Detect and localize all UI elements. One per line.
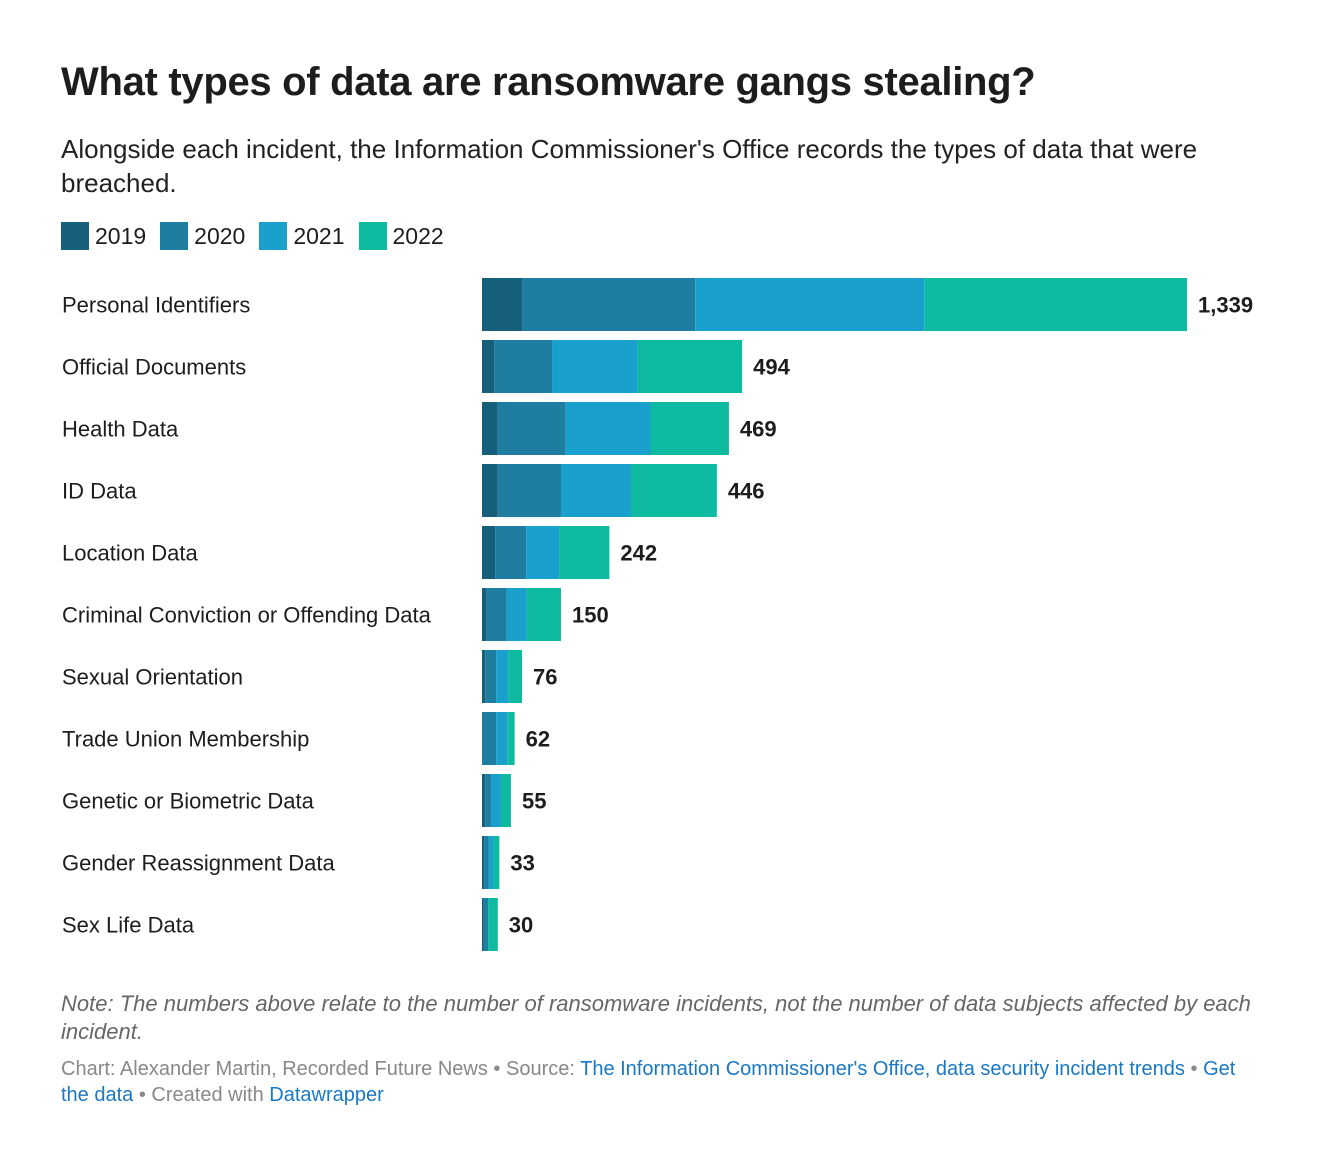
bar-segment-2020	[497, 464, 561, 517]
total-label: 242	[620, 541, 657, 566]
bar-segment-2021	[490, 774, 501, 827]
bar-segment-2022	[508, 650, 523, 703]
legend-swatch	[160, 222, 189, 250]
bar-segment-2019	[482, 464, 498, 517]
total-label: 494	[753, 355, 790, 380]
bar-segment-2022	[924, 278, 1187, 331]
bar-segment-2020	[485, 774, 491, 827]
total-label: 30	[509, 913, 533, 938]
bar-segment-2021	[560, 464, 632, 517]
chart-subtitle: Alongside each incident, the Information…	[61, 134, 1198, 198]
separator: •	[1184, 1058, 1204, 1080]
datawrapper-link[interactable]: Datawrapper	[269, 1084, 384, 1106]
legend-item-2019: 2019	[61, 222, 146, 250]
category-label: Sexual Orientation	[62, 665, 243, 690]
chart-note: Note: The numbers above relate to the nu…	[61, 991, 1251, 1044]
created-with-label: Created with	[151, 1084, 270, 1106]
bar-segment-2019	[482, 650, 486, 703]
legend-item-2021: 2021	[259, 222, 345, 250]
category-label: Sex Life Data	[62, 913, 195, 938]
bar-segment-2019	[482, 898, 484, 951]
bar-segment-2020	[484, 836, 489, 889]
total-label: 76	[533, 665, 557, 690]
legend-label: 2021	[293, 222, 345, 249]
total-label: 33	[510, 851, 534, 876]
bar-segment-2021	[526, 526, 560, 579]
legend-swatch	[358, 222, 387, 250]
legend-item-2022: 2022	[358, 222, 444, 250]
get-data-link[interactable]: Get the data	[61, 1058, 1236, 1106]
bar-segment-2019	[482, 588, 487, 641]
bar-segment-2021	[565, 402, 651, 455]
bar-segment-2022	[559, 526, 610, 579]
bar-segment-2021	[496, 712, 508, 765]
legend-label: 2019	[95, 222, 147, 249]
legend-item-2020: 2020	[160, 222, 245, 250]
bar-segment-2021	[496, 650, 509, 703]
legend-label: 2020	[194, 222, 246, 249]
bar-segment-2019	[482, 836, 485, 889]
category-label: Criminal Conviction or Offending Data	[62, 603, 432, 628]
total-label: 446	[728, 479, 765, 504]
bar-segment-2022	[488, 898, 498, 951]
separator: •	[133, 1084, 152, 1106]
bar-segment-2020	[482, 712, 497, 765]
bar-segment-2020	[495, 526, 527, 579]
total-label: 150	[572, 603, 609, 628]
category-label: Gender Reassignment Data	[62, 851, 335, 876]
bar-segment-2022	[507, 712, 515, 765]
category-label: Location Data	[62, 541, 199, 566]
total-label: 469	[740, 417, 777, 442]
bar-segment-2022	[631, 464, 717, 517]
bar-segment-2020	[486, 588, 507, 641]
bar-segment-2020	[497, 402, 566, 455]
bar-segment-2022	[500, 774, 511, 827]
byline: Chart: Alexander Martin, Recorded Future…	[61, 1058, 488, 1080]
bar-segment-2019	[482, 402, 498, 455]
bar-segment-2021	[506, 588, 527, 641]
bar-segment-2020	[485, 650, 497, 703]
bar-segment-2021	[552, 340, 638, 393]
legend-swatch	[61, 222, 89, 250]
bar-segment-2019	[482, 340, 495, 393]
total-label: 1,339	[1198, 293, 1253, 318]
bar-segment-2022	[493, 836, 500, 889]
chart-footer: Chart: Alexander Martin, Recorded Future…	[61, 1056, 1261, 1108]
category-label: Trade Union Membership	[62, 727, 309, 752]
bar-segment-2022	[637, 340, 743, 393]
bar-segment-2020	[522, 278, 696, 331]
source-label: Source:	[505, 1058, 581, 1080]
category-label: Genetic or Biometric Data	[62, 789, 315, 814]
bar-segment-2021	[488, 836, 494, 889]
legend-label: 2022	[392, 222, 444, 249]
legend-swatch	[259, 222, 288, 250]
category-label: Official Documents	[62, 355, 246, 380]
bar-segment-2019	[482, 526, 496, 579]
bar-segment-2022	[526, 588, 561, 641]
total-label: 62	[526, 727, 550, 752]
chart-title: What types of data are ransomware gangs …	[61, 60, 1036, 104]
category-label: Health Data	[62, 417, 179, 442]
bar-segment-2019	[482, 278, 523, 331]
category-label: Personal Identifiers	[62, 293, 250, 318]
separator: •	[487, 1058, 506, 1080]
bar-segment-2019	[482, 774, 486, 827]
bar-segment-2022	[650, 402, 729, 455]
bar-segment-2020	[494, 340, 553, 393]
bar-segment-2021	[695, 278, 925, 331]
category-label: ID Data	[62, 479, 137, 504]
source-link[interactable]: The Information Commissioner's Office, d…	[580, 1058, 1185, 1080]
total-label: 55	[522, 789, 546, 814]
bar-segment-2020	[483, 898, 489, 951]
legend: 2019 2020 2021 2022	[61, 222, 458, 250]
